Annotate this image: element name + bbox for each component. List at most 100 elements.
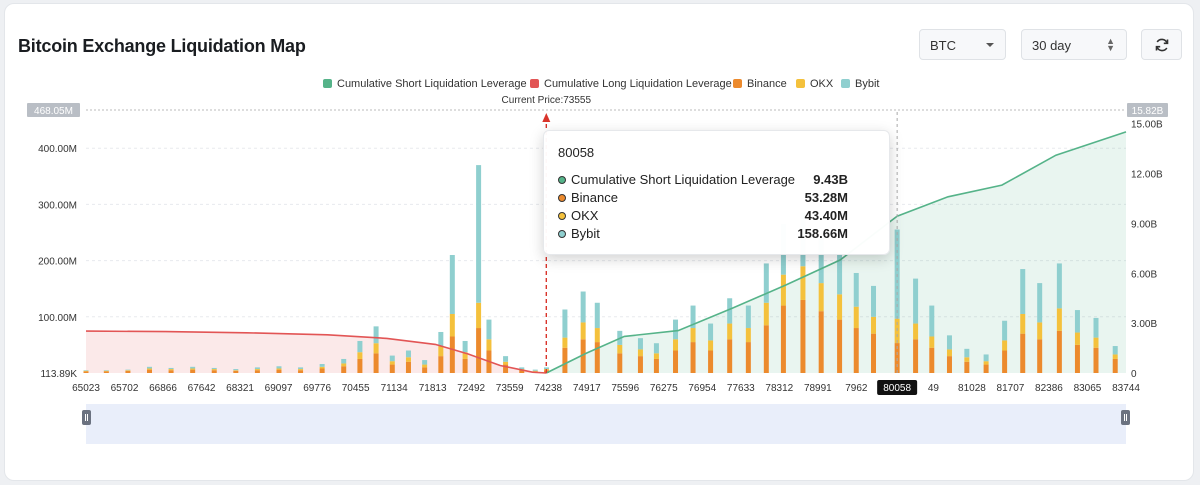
bar-bybit — [983, 354, 989, 362]
bar-bybit — [486, 319, 492, 340]
bar-binance — [617, 353, 623, 373]
bar-bybit — [653, 343, 659, 354]
bar-binance — [389, 364, 395, 373]
long-cumulative-area — [86, 331, 547, 373]
bar-okx — [389, 361, 395, 365]
bar-okx — [190, 368, 196, 370]
scroller-handle-right[interactable] — [1121, 410, 1130, 425]
range-select-value: 30 day — [1032, 38, 1072, 53]
bar-bybit — [946, 335, 952, 350]
bar-binance — [853, 328, 859, 373]
x-tick-label: 83744 — [1112, 383, 1140, 394]
bar-binance — [103, 371, 109, 373]
bar-okx — [476, 302, 482, 329]
bar-bybit — [1093, 317, 1099, 338]
bar-okx — [913, 323, 919, 340]
coin-select-value: BTC — [930, 38, 956, 53]
bar-bybit — [103, 370, 109, 371]
bar-okx — [103, 370, 109, 372]
legend-item-long[interactable]: Cumulative Long Liquidation Leverage — [530, 78, 732, 90]
bar-okx — [373, 343, 379, 354]
bar-binance — [929, 347, 935, 373]
range-select[interactable]: 30 day ▲ ▼ — [1021, 29, 1127, 60]
bar-bybit — [125, 369, 131, 371]
x-tick-label: 68321 — [226, 383, 254, 394]
bar-okx — [983, 361, 989, 365]
bar-okx — [125, 370, 131, 371]
legend-item-short[interactable]: Cumulative Short Liquidation Leverage — [323, 78, 527, 90]
y-left-tick-label: 200.00M — [38, 257, 77, 268]
bar-binance — [837, 319, 843, 373]
y-left-tick-label: 400.00M — [38, 144, 77, 155]
hover-x-label: 80058 — [883, 383, 911, 394]
bar-bybit — [637, 338, 643, 350]
bar-bybit — [837, 254, 843, 295]
bar-binance — [519, 370, 525, 373]
bar-bybit — [449, 254, 455, 314]
bar-bybit — [727, 298, 733, 324]
bar-okx — [83, 370, 89, 372]
bar-bybit — [233, 369, 239, 371]
bar-okx — [763, 302, 769, 326]
bar-bybit — [763, 263, 769, 303]
bar-binance — [438, 356, 444, 373]
bar-okx — [871, 316, 877, 334]
bar-bybit — [913, 278, 919, 324]
bar-okx — [708, 340, 714, 351]
bar-binance — [422, 367, 428, 373]
bar-okx — [1020, 313, 1026, 334]
scroller-handle-left[interactable] — [82, 410, 91, 425]
bar-okx — [449, 313, 455, 337]
bar-okx — [357, 352, 363, 359]
chart-legend: Cumulative Short Liquidation Leverage Cu… — [0, 78, 1200, 94]
legend-swatch — [841, 79, 850, 88]
bar-bybit — [1020, 269, 1026, 314]
bar-bybit — [1056, 263, 1062, 309]
bar-binance — [190, 369, 196, 373]
bar-binance — [1037, 339, 1043, 373]
x-tick-label: 76954 — [688, 383, 716, 394]
bar-bybit — [211, 367, 217, 370]
bar-binance — [276, 369, 282, 373]
y-right-tick-label: 6.00B — [1131, 269, 1157, 280]
legend-swatch — [796, 79, 805, 88]
legend-item-okx[interactable]: OKX — [796, 78, 833, 90]
bar-binance — [405, 361, 411, 373]
bar-bybit — [254, 367, 260, 370]
bar-binance — [946, 356, 952, 373]
bar-bybit — [476, 165, 482, 303]
legend-item-bybit[interactable]: Bybit — [841, 78, 879, 90]
bar-okx — [503, 361, 509, 365]
bar-okx — [341, 363, 347, 367]
bar-binance — [594, 342, 600, 373]
x-tick-label: 77633 — [727, 383, 755, 394]
y-right-tick-label: 15.00B — [1131, 120, 1163, 131]
bar-bybit — [708, 323, 714, 341]
bar-binance — [818, 311, 824, 373]
bar-binance — [503, 364, 509, 373]
bar-okx — [580, 322, 586, 340]
bar-binance — [1056, 330, 1062, 373]
bar-bybit — [562, 309, 568, 338]
bar-binance — [780, 305, 786, 373]
bar-okx — [929, 336, 935, 348]
bar-okx — [964, 357, 970, 362]
bar-binance — [690, 342, 696, 373]
coin-select[interactable]: BTC — [919, 29, 1006, 60]
x-tick-label: 78991 — [804, 383, 832, 394]
refresh-button[interactable] — [1141, 29, 1182, 60]
bar-binance — [449, 336, 455, 373]
current-price-arrow — [542, 113, 551, 122]
series-dot — [558, 194, 566, 202]
bar-binance — [562, 347, 568, 373]
bar-okx — [1093, 337, 1099, 348]
legend-item-binance[interactable]: Binance — [733, 78, 787, 90]
bar-bybit — [405, 350, 411, 358]
bar-okx — [276, 368, 282, 370]
x-tick-label: 75596 — [611, 383, 639, 394]
x-tick-label: 73559 — [496, 383, 524, 394]
range-scroller[interactable] — [86, 404, 1126, 444]
y-right-tick-label: 3.00B — [1131, 319, 1157, 330]
bar-okx — [594, 328, 600, 343]
